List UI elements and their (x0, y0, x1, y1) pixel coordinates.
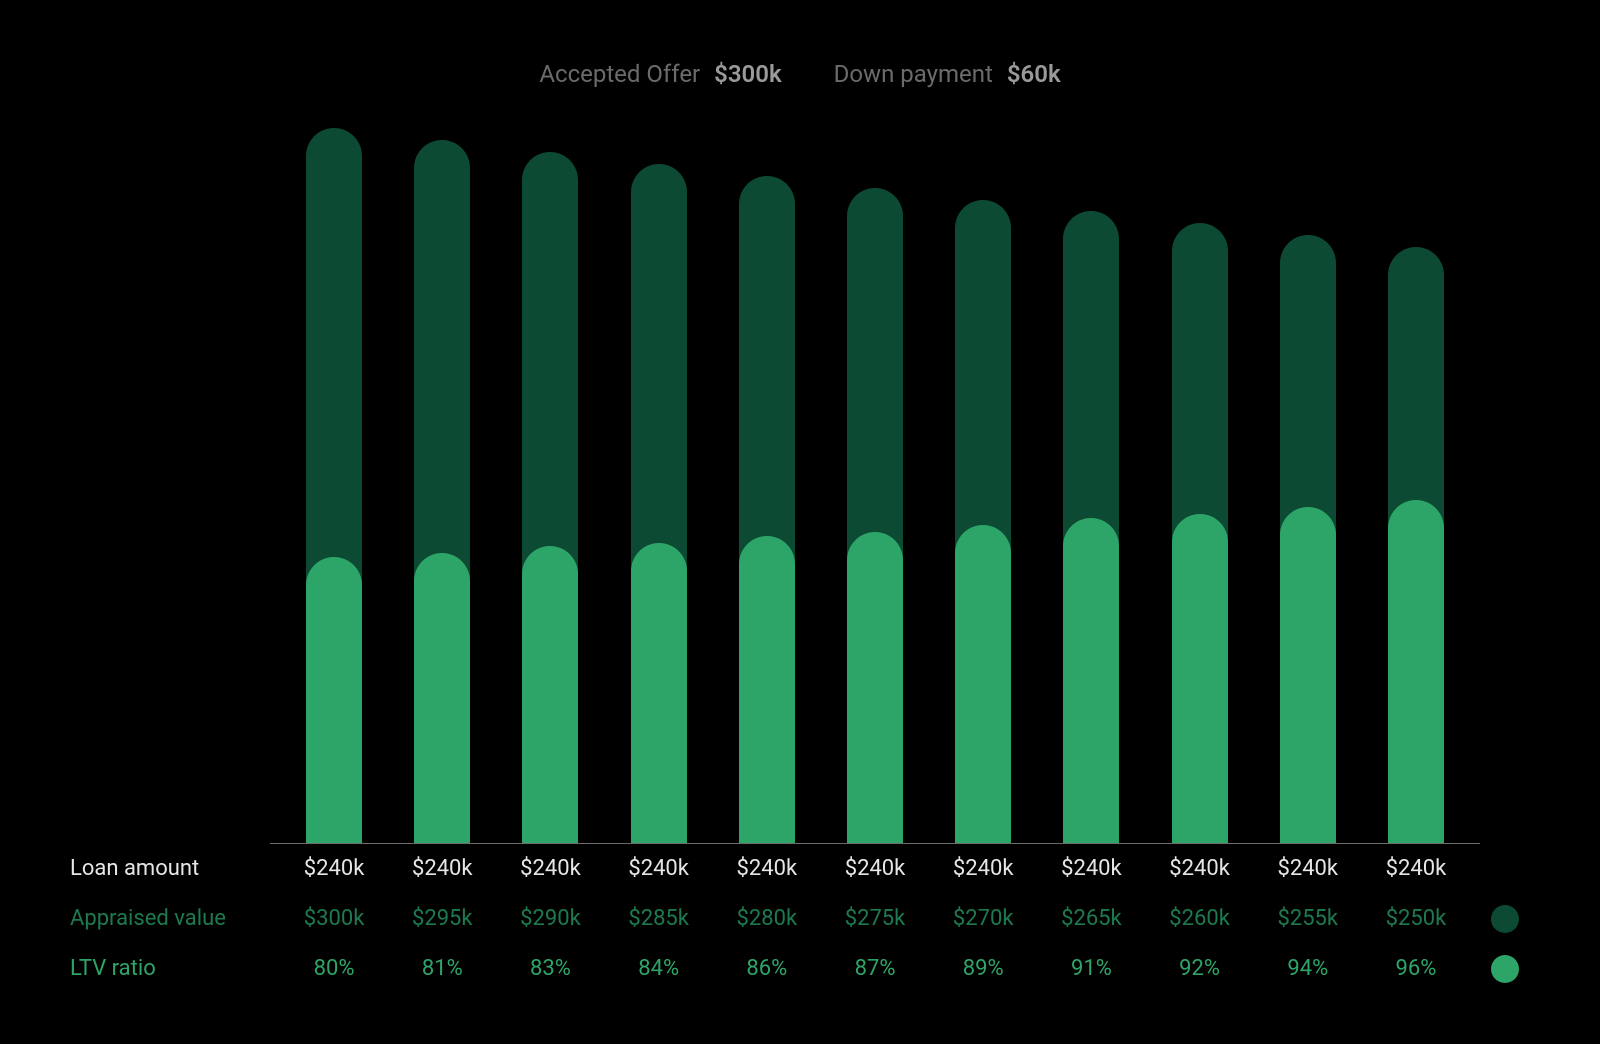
ltv-legend-icon (1491, 955, 1519, 983)
appraised-value-bar (522, 152, 578, 843)
loan-amount-cell: $240k (845, 844, 906, 894)
loan-amount-cell: $240k (953, 844, 1014, 894)
bar-slot (496, 128, 604, 843)
ltv-ratio-cell: 87% (855, 944, 896, 994)
data-column: $240k$250k96% (1362, 844, 1470, 994)
ltv-ratio-bar (1172, 514, 1228, 843)
ltv-ratio-cell: 86% (746, 944, 787, 994)
data-columns: $240k$300k80%$240k$295k81%$240k$290k83%$… (270, 844, 1480, 994)
ltv-ratio-bar (306, 557, 362, 843)
appraised-value-cell: $270k (953, 894, 1014, 944)
ltv-ratio-cell: 80% (314, 944, 355, 994)
appraised-value-cell: $260k (1169, 894, 1230, 944)
ltv-ratio-cell: 81% (422, 944, 463, 994)
ltv-ratio-cell: 89% (963, 944, 1004, 994)
ltv-ratio-bar (955, 525, 1011, 843)
data-column: $240k$265k91% (1037, 844, 1145, 994)
ltv-ratio-cell: 94% (1287, 944, 1328, 994)
ltv-ratio-bar (631, 543, 687, 843)
appraised-value-cell: $290k (520, 894, 581, 944)
bars-group (270, 128, 1480, 843)
appraised-value-bar (306, 128, 362, 843)
accepted-offer-label: Accepted Offer (539, 60, 700, 88)
ltv-ratio-cell: 96% (1396, 944, 1437, 994)
ltv-ratio-bar (739, 536, 795, 843)
data-column: $240k$290k83% (496, 844, 604, 994)
appraised-value-cell: $255k (1277, 894, 1338, 944)
loan-amount-cell: $240k (628, 844, 689, 894)
ltv-ratio-bar (1280, 507, 1336, 843)
loan-amount-cell: $240k (1386, 844, 1447, 894)
appraised-value-cell: $265k (1061, 894, 1122, 944)
data-column: $240k$260k92% (1146, 844, 1254, 994)
legend (1480, 128, 1530, 994)
appraised-value-bar (1063, 211, 1119, 843)
bar-slot (280, 128, 388, 843)
appraised-value-cell: $285k (628, 894, 689, 944)
ltv-ratio-cell: 92% (1179, 944, 1220, 994)
loan-amount-cell: $240k (1277, 844, 1338, 894)
chart-body: Loan amount Appraised value LTV ratio $2… (70, 128, 1530, 994)
appraised-value-cell: $250k (1386, 894, 1447, 944)
ltv-ratio-row-label: LTV ratio (70, 944, 270, 994)
appraised-value-row-label: Appraised value (70, 894, 270, 944)
bar-slot (1254, 128, 1362, 843)
appraised-value-bar (1388, 247, 1444, 843)
appraised-value-bar (955, 200, 1011, 844)
accepted-offer: Accepted Offer $300k (539, 60, 781, 88)
accepted-offer-value: $300k (714, 60, 782, 88)
bar-slot (605, 128, 713, 843)
data-column: $240k$280k86% (713, 844, 821, 994)
bar-slot (713, 128, 821, 843)
bar-slot (388, 128, 496, 843)
ltv-ratio-cell: 83% (530, 944, 571, 994)
loan-amount-row-label: Loan amount (70, 844, 270, 894)
chart-header: Accepted Offer $300k Down payment $60k (70, 60, 1530, 88)
ltv-ratio-bar (522, 546, 578, 843)
ltv-ratio-bar (1063, 518, 1119, 843)
appraised-value-cell: $280k (737, 894, 798, 944)
loan-amount-cell: $240k (520, 844, 581, 894)
appraised-value-bar (1172, 223, 1228, 843)
loan-amount-cell: $240k (304, 844, 365, 894)
bar-slot (1362, 128, 1470, 843)
data-column: $240k$270k89% (929, 844, 1037, 994)
bar-slot (821, 128, 929, 843)
appraised-value-bar (847, 188, 903, 843)
row-labels: Loan amount Appraised value LTV ratio (70, 128, 270, 994)
chart-and-table: $240k$300k80%$240k$295k81%$240k$290k83%$… (270, 128, 1480, 994)
appraised-value-cell: $295k (412, 894, 473, 944)
loan-amount-cell: $240k (737, 844, 798, 894)
ltv-ratio-cell: 84% (638, 944, 679, 994)
appraised-value-cell: $300k (304, 894, 365, 944)
down-payment-value: $60k (1007, 60, 1061, 88)
down-payment-label: Down payment (834, 60, 993, 88)
ltv-ratio-bar (847, 532, 903, 843)
appraised-value-bar (414, 140, 470, 843)
loan-amount-cell: $240k (1061, 844, 1122, 894)
bar-slot (1146, 128, 1254, 843)
chart-area (270, 128, 1480, 844)
ltv-ratio-cell: 91% (1071, 944, 1112, 994)
appraised-value-bar (631, 164, 687, 843)
data-column: $240k$255k94% (1254, 844, 1362, 994)
loan-amount-cell: $240k (412, 844, 473, 894)
appraised-value-bar (1280, 235, 1336, 843)
bar-slot (929, 128, 1037, 843)
loan-amount-cell: $240k (1169, 844, 1230, 894)
data-column: $240k$300k80% (280, 844, 388, 994)
data-table: $240k$300k80%$240k$295k81%$240k$290k83%$… (270, 844, 1480, 994)
appraised-legend-icon (1491, 905, 1519, 933)
data-column: $240k$285k84% (605, 844, 713, 994)
bar-slot (1037, 128, 1145, 843)
data-column: $240k$295k81% (388, 844, 496, 994)
ltv-ratio-bar (414, 553, 470, 843)
appraised-value-cell: $275k (845, 894, 906, 944)
ltv-chart-container: Accepted Offer $300k Down payment $60k L… (0, 0, 1600, 1044)
down-payment: Down payment $60k (834, 60, 1061, 88)
ltv-ratio-bar (1388, 500, 1444, 843)
appraised-value-bar (739, 176, 795, 843)
data-column: $240k$275k87% (821, 844, 929, 994)
